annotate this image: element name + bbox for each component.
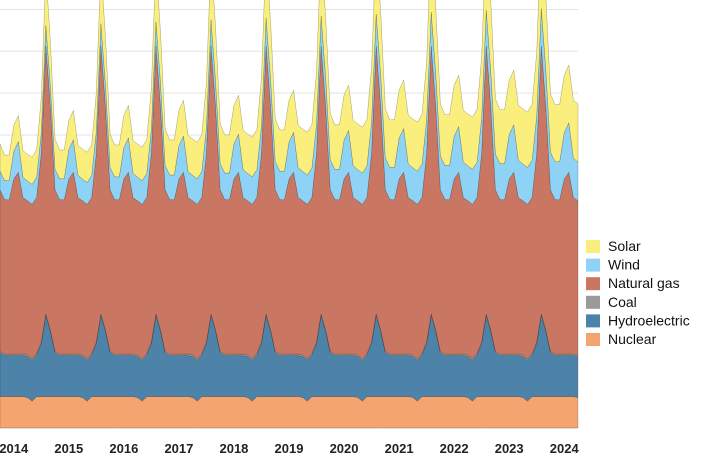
legend-swatch-solar [586,240,600,253]
legend: Solar Wind Natural gas Coal Hydroelectric Nuc… [586,238,690,347]
legend-label-wind: Wind [608,257,640,273]
legend-label-natural-gas: Natural gas [608,275,680,291]
x-tick-label: 2023 [495,441,524,456]
area-nuclear [0,396,579,429]
x-tick-label: 2016 [109,441,138,456]
x-tick-label: 2019 [275,441,304,456]
legend-swatch-natural-gas [586,277,600,291]
legend-swatch-wind [586,258,600,272]
legend-label-nuclear: Nuclear [608,331,657,347]
x-axis: 2014 2015 2016 2017 2018 2019 2020 2021 2022 2023… [0,441,579,456]
legend-swatch-coal [586,295,600,309]
x-tick-label: 2022 [440,441,469,456]
x-tick-label: 2024 [550,441,580,456]
x-tick-label: 2015 [54,441,83,456]
x-tick-label: 2018 [219,441,248,456]
x-tick-label: 2017 [164,441,193,456]
legend-label-coal: Coal [608,294,637,310]
x-tick-label: 2021 [385,441,414,456]
legend-label-hydroelectric: Hydroelectric [608,312,690,328]
area-wind [0,8,579,205]
x-tick-label: 2014 [0,441,29,456]
area-solar [0,0,579,185]
series-areas [0,0,579,429]
x-tick-label: 2020 [330,441,359,456]
legend-swatch-hydroelectric [586,314,600,328]
legend-swatch-nuclear [586,333,600,346]
legend-label-solar: Solar [608,238,641,254]
